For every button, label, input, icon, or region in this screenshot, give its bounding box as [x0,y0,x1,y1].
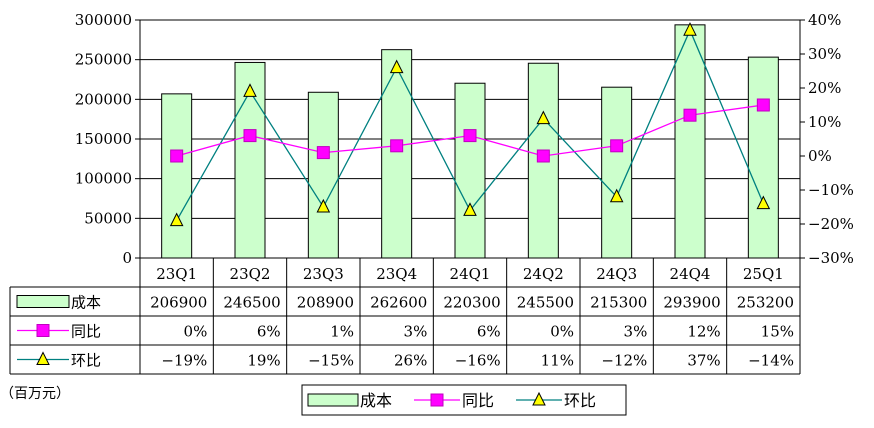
table-cell-value: 3% [404,323,428,341]
category-label: 24Q1 [450,265,491,283]
table-cell-value: 26% [394,352,427,370]
category-label: 24Q3 [596,265,637,283]
table-key-bar [16,295,70,308]
unit-label: （百万元） [0,386,70,402]
series-name: 成本 [71,294,101,312]
left-tick-label: 300000 [75,11,132,29]
left-tick-label: 250000 [75,51,132,69]
bar [747,56,779,259]
legend-key-marker [532,391,546,406]
yoy-point [170,149,184,163]
left-tick-label: 100000 [75,170,132,188]
yoy-point [756,98,770,112]
legend-key-bar [307,393,359,407]
table-cell-value: 253200 [737,294,794,312]
table-cell-value: 37% [687,352,720,370]
table-cell-value: 15% [761,323,794,341]
legend-label: 环比 [564,391,596,410]
bar [161,93,193,259]
right-tick-label: 20% [808,79,841,97]
yoy-point [243,129,257,143]
table-cell-value: 0% [184,323,208,341]
category-label: 23Q2 [230,265,271,283]
table-cell-value: 6% [257,323,281,341]
qoq-point [609,188,624,203]
qoq-point [683,22,697,36]
qoq-point [169,212,184,227]
yoy-point [536,149,550,163]
category-label: 25Q1 [743,265,784,283]
qoq-point [389,59,404,74]
table-cell-value: −14% [748,352,794,370]
table-cell-value: 6% [477,323,501,341]
legend-label: 同比 [462,391,494,410]
right-tick-label: 40% [808,11,841,29]
category-label: 24Q2 [523,265,564,283]
bar [674,24,706,259]
left-tick-label: 50000 [84,209,132,227]
yoy-point [463,129,477,143]
left-tick-label: 200000 [75,90,132,108]
table-key-marker [36,324,50,337]
qoq-point [243,83,257,97]
qoq-point [463,202,477,216]
legend-label: 成本 [360,391,392,410]
table-key-marker [36,351,50,365]
table-cell-value: 206900 [150,294,207,312]
table-cell-value: 246500 [223,294,280,312]
bar [454,82,486,259]
right-tick-label: 30% [808,45,841,63]
right-tick-label: −30% [808,249,854,267]
table-cell-value: −16% [455,352,501,370]
category-label: 24Q4 [670,265,711,283]
table-cell-value: 3% [624,323,648,341]
right-tick-label: 0% [808,147,832,165]
qoq-point [316,198,331,213]
table-cell-value: −12% [601,352,647,370]
table-cell-value: 220300 [443,294,500,312]
table-cell-value: 262600 [370,294,427,312]
table-cell-value: 19% [247,352,280,370]
series-name: 同比 [71,323,101,341]
table-cell-value: 11% [541,352,574,370]
qoq-point [756,195,771,210]
table-cell-value: 215300 [590,294,647,312]
table-cell-value: 1% [330,323,354,341]
yoy-point [390,139,404,153]
yoy-point [610,139,624,153]
bar [307,91,339,259]
category-label: 23Q1 [156,265,197,283]
table-cell-value: 12% [687,323,720,341]
yoy-point [316,146,330,160]
series-name: 环比 [71,352,101,370]
bar [381,49,413,259]
table-cell-value: 208900 [297,294,354,312]
table-cell-value: 293900 [663,294,720,312]
qoq-point [536,110,551,125]
left-tick-label: 0 [122,249,132,267]
table-cell-value: 0% [550,323,574,341]
right-tick-label: −20% [808,215,854,233]
table-cell-value: 245500 [517,294,574,312]
category-label: 23Q3 [303,265,344,283]
legend-key-marker [430,393,444,407]
right-tick-label: −10% [808,181,854,199]
category-label: 23Q4 [376,265,417,283]
right-tick-label: 10% [808,113,841,131]
table-cell-value: −19% [161,352,207,370]
yoy-point [683,108,697,122]
table-cell-value: −15% [308,352,354,370]
left-tick-label: 150000 [75,130,132,148]
